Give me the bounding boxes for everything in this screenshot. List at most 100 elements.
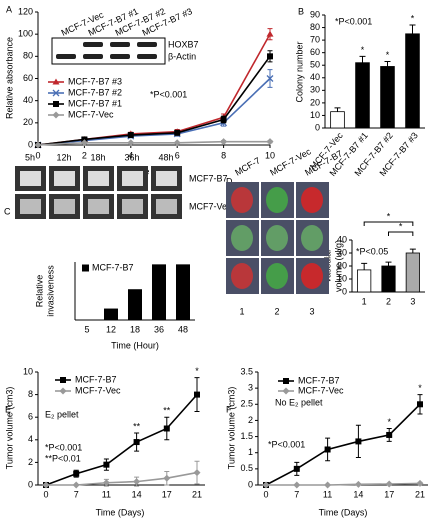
significance-bracket	[388, 231, 414, 236]
data-point	[127, 132, 134, 139]
y-tick-label: 20	[337, 260, 347, 270]
data-point	[174, 129, 181, 136]
y-tick-label: 100	[18, 29, 33, 39]
panel-letter: D	[226, 176, 233, 186]
x-tick-label: 7	[74, 489, 79, 499]
data-point	[266, 138, 274, 146]
legend-marker	[59, 387, 67, 395]
bar	[405, 252, 420, 293]
bar	[330, 111, 345, 129]
blot-image	[51, 37, 166, 65]
y-tick-label: 0	[342, 286, 347, 296]
y-tick-label: 70	[310, 34, 320, 44]
imaging-signal	[231, 263, 253, 289]
annotation: *P<0.001	[45, 442, 82, 452]
data-point	[293, 481, 301, 489]
annotation: No E₂ pellet	[275, 397, 323, 407]
image-column-label: 36h	[124, 152, 139, 162]
data-point	[34, 141, 42, 149]
well-image-detail	[20, 199, 41, 214]
error-bar	[409, 248, 416, 253]
y-tick-label: 0	[248, 479, 253, 489]
imaging-signal	[301, 225, 323, 251]
data-point	[386, 431, 393, 438]
data-point	[416, 479, 424, 487]
y-axis-label: volume (ul/g)	[333, 240, 343, 292]
image-column-label: 12h	[56, 152, 71, 162]
x-axis-label: Time (Days)	[319, 507, 368, 517]
x-tick-label: 4	[128, 150, 133, 160]
bar	[151, 264, 166, 321]
data-point	[324, 481, 332, 489]
legend-swatch	[82, 264, 89, 272]
x-axis-label: Time (Days)	[96, 507, 145, 517]
legend-label: MCF-7-Vec	[75, 385, 121, 395]
data-point	[173, 139, 181, 147]
data-point	[220, 138, 228, 146]
bar	[357, 269, 372, 293]
legend-label: MCF-7-B7 #3	[68, 76, 122, 86]
significance-star: *	[387, 417, 391, 427]
y-tick-label: 80	[23, 51, 33, 61]
data-point	[163, 425, 170, 432]
imaging-signal	[301, 263, 323, 289]
image-column-label: 48h	[158, 152, 173, 162]
panel-letter: A	[6, 4, 12, 14]
x-tick-label: 0	[35, 150, 40, 160]
data-point	[267, 53, 273, 60]
bar	[405, 33, 420, 129]
x-tick-label: 6	[175, 150, 180, 160]
data-point	[266, 30, 274, 37]
significance-star: *	[387, 211, 391, 221]
y-tick-label: 2.5	[240, 399, 253, 409]
data-point	[103, 461, 110, 468]
significance-star: *	[411, 13, 415, 23]
legend-label: MCF-7-B7 #2	[68, 87, 122, 97]
image-row-label: MCF7-Vec	[189, 201, 232, 211]
x-tick-label: 3	[410, 296, 415, 306]
x-tick-label: 14	[353, 489, 363, 499]
series-line	[37, 77, 271, 146]
data-point	[42, 481, 50, 489]
x-tick-label: 1	[362, 296, 367, 306]
well-image-detail	[54, 171, 75, 186]
data-point	[133, 439, 140, 446]
bar	[380, 66, 395, 129]
well-image-detail	[88, 199, 109, 214]
data-point	[354, 480, 362, 488]
blot-band	[110, 42, 130, 47]
error-bar	[409, 24, 416, 34]
significance-star: *	[399, 221, 403, 231]
x-tick-label: 10	[265, 150, 275, 160]
blot-band	[83, 54, 103, 59]
x-axis-label: Time (Hour)	[111, 340, 159, 350]
blot-band	[110, 54, 130, 59]
y-tick-label: 3	[248, 383, 253, 393]
image-column-label: 5h	[25, 152, 35, 162]
error-bar	[384, 60, 391, 67]
x-tick-label: 0	[263, 489, 268, 499]
error-bar	[385, 261, 392, 266]
y-tick-label: 120	[18, 6, 33, 16]
blot-band	[56, 54, 76, 59]
y-tick-label: 2	[28, 457, 33, 467]
y-tick-label: 30	[310, 85, 320, 95]
legend-label: MCF-7-Vec	[68, 109, 114, 119]
y-tick-label: 6	[28, 412, 33, 422]
data-point	[417, 401, 423, 408]
annotation: **P<0.01	[45, 453, 81, 463]
x-tick-label: 12	[106, 324, 116, 334]
y-tick-label: 40	[23, 95, 33, 105]
legend-marker	[53, 101, 59, 107]
data-point	[262, 481, 270, 489]
bar	[355, 62, 370, 129]
y-tick-label: 50	[310, 60, 320, 70]
well-image-detail	[122, 171, 143, 186]
y-tick-label: 10	[337, 273, 347, 283]
series-line	[266, 482, 421, 486]
y-tick-label: 4	[28, 434, 33, 444]
y-tick-label: 1.5	[240, 431, 253, 441]
annotation: *P<0.05	[356, 246, 388, 256]
legend-marker	[52, 78, 60, 85]
